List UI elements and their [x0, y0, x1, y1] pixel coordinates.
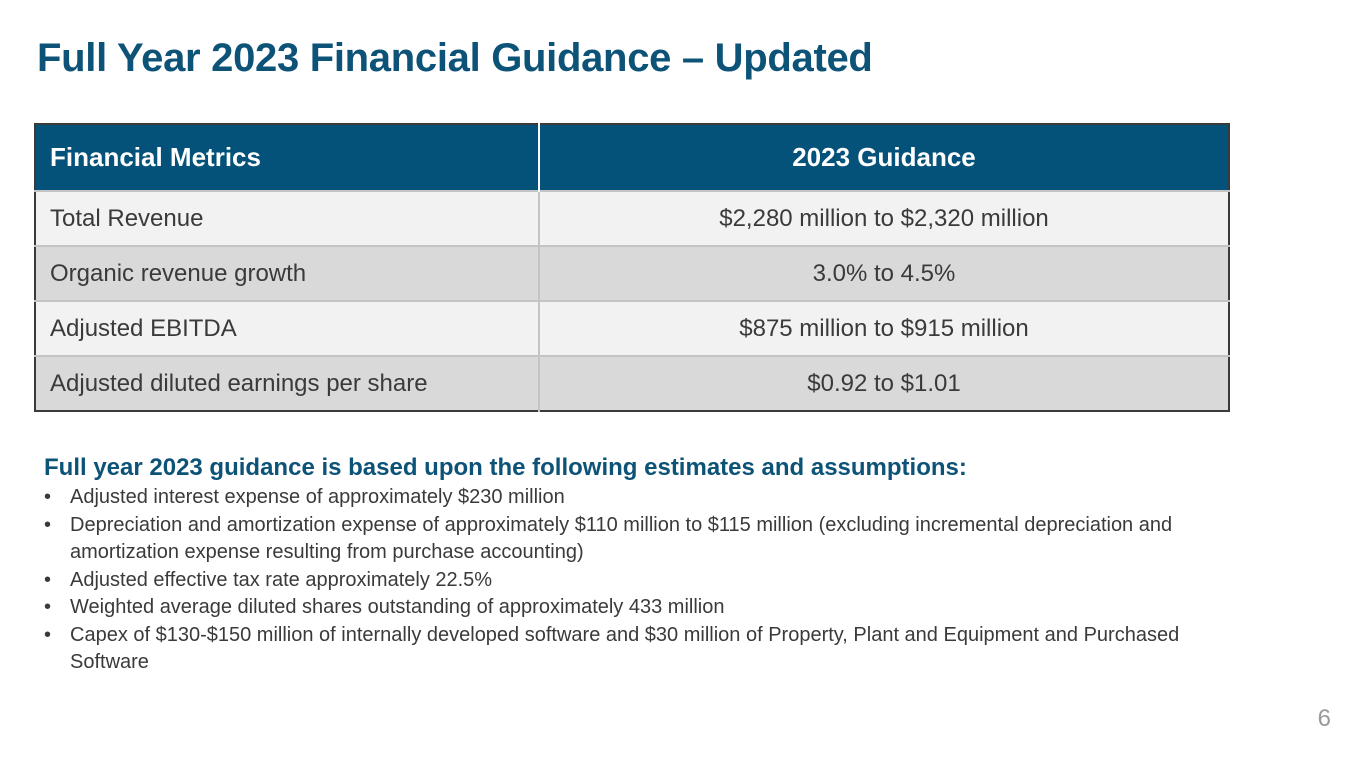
table-row: Adjusted diluted earnings per share $0.9…: [35, 355, 1229, 411]
metric-cell: Organic revenue growth: [35, 245, 540, 301]
bullet-icon: •: [44, 596, 52, 618]
list-item: • Capex of $130-$150 million of internal…: [44, 622, 1244, 677]
guidance-cell: $0.92 to $1.01: [539, 355, 1229, 411]
column-header-guidance: 2023 Guidance: [539, 124, 1229, 191]
assumptions-list: • Adjusted interest expense of approxima…: [44, 484, 1244, 677]
list-item: • Adjusted effective tax rate approximat…: [44, 567, 1244, 595]
guidance-cell: 3.0% to 4.5%: [539, 245, 1229, 301]
page-number: 6: [1317, 705, 1331, 732]
guidance-cell: $875 million to $915 million: [539, 300, 1229, 356]
column-header-metrics: Financial Metrics: [35, 124, 540, 191]
metric-cell: Adjusted EBITDA: [35, 300, 540, 356]
list-item-text: Adjusted interest expense of approximate…: [70, 486, 565, 508]
table-row: Organic revenue growth 3.0% to 4.5%: [35, 245, 1229, 301]
table-row: Total Revenue $2,280 million to $2,320 m…: [35, 190, 1229, 246]
bullet-icon: •: [44, 568, 52, 591]
bullet-icon: •: [44, 623, 52, 646]
guidance-cell: $2,280 million to $2,320 million: [539, 190, 1229, 246]
assumptions-section: Full year 2023 guidance is based upon th…: [44, 452, 1244, 677]
bullet-icon: •: [44, 513, 52, 536]
list-item: • Weighted average diluted shares outsta…: [44, 594, 1244, 622]
metric-cell: Total Revenue: [35, 190, 540, 246]
list-item-text: Depreciation and amortization expense of…: [70, 513, 1173, 564]
bullet-icon: •: [44, 486, 52, 508]
page-title: Full Year 2023 Financial Guidance – Upda…: [37, 36, 873, 80]
list-item: • Depreciation and amortization expense …: [44, 512, 1244, 567]
list-item-text: Capex of $130-$150 million of internally…: [70, 623, 1180, 674]
table-row: Adjusted EBITDA $875 million to $915 mil…: [35, 300, 1229, 356]
list-item-text: Adjusted effective tax rate approximatel…: [70, 568, 493, 591]
list-item: • Adjusted interest expense of approxima…: [44, 484, 1244, 512]
assumptions-heading: Full year 2023 guidance is based upon th…: [44, 454, 967, 481]
list-item-text: Weighted average diluted shares outstand…: [70, 596, 725, 618]
guidance-table: Financial Metrics 2023 Guidance Total Re…: [34, 123, 1230, 412]
metric-cell: Adjusted diluted earnings per share: [35, 355, 540, 411]
table-header-row: Financial Metrics 2023 Guidance: [35, 124, 1229, 191]
